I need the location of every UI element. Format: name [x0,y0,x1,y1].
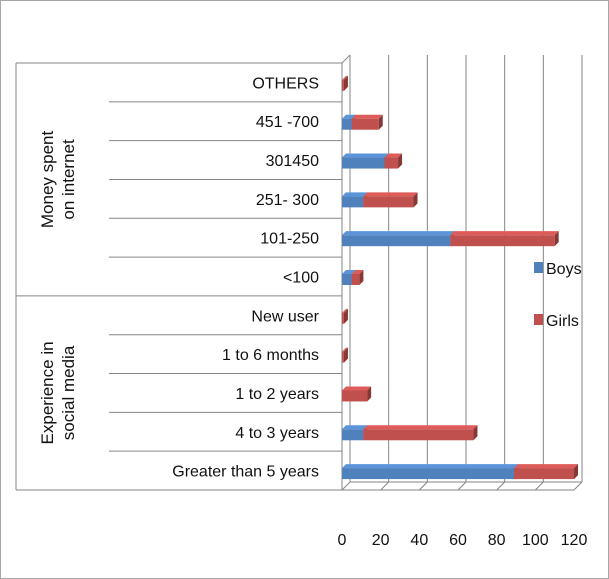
bar-top-girls-101-250 [450,231,559,236]
category-label-100: <100 [283,270,319,287]
category-label-1-to-6-months: 1 to 6 months [222,347,319,364]
bar-girls-1-to-2-years [342,390,368,402]
floor-tick [380,481,390,491]
floor-tick [418,481,428,491]
group-label-line: Experience in [38,341,57,444]
bar-top-girls-100 [351,270,364,274]
legend-label-boys: Boys [546,261,582,278]
group-label-experience-in-social-media: Experience in social media [38,341,78,444]
floor-tick [573,481,583,491]
bar-top-boys-4-to-3-years [342,425,368,430]
bar-top-boys-251-300 [342,192,368,197]
bar-side-girls-4-to-3-years [473,425,478,441]
bar-top-boys-451-700 [342,114,356,119]
bar-girls-451-700 [351,118,379,130]
legend-swatch-boys [534,262,543,273]
x-tick-label: 20 [372,532,390,549]
x-tick-label: 60 [449,532,467,549]
x-tick-label: 120 [561,532,588,549]
bar-side-girls-new-user [343,308,348,324]
group-label-line: Money spent [38,131,57,229]
bar-side-girls-others [343,75,348,91]
category-label-101-250: 101-250 [260,231,319,248]
group-label-money-spent-on-internet: Money spent on internet [38,131,78,229]
bar-top-boys-301450 [342,153,389,158]
legend-label-girls: Girls [546,313,579,330]
bar-girls-new-user [342,312,344,324]
bar-girls-4-to-3-years [363,429,474,441]
wall-top-edge [341,54,351,64]
bar-top-boys-101-250 [342,231,455,236]
bar-top-girls-4-to-3-years [363,425,478,430]
floor-tick [496,481,506,491]
group-label-line: social media [59,345,78,440]
bar-side-girls-451-700 [378,114,383,130]
x-tick-label: 40 [410,532,428,549]
bar-side-girls-1-to-2-years [367,386,372,402]
bar-side-girls-greater-than-5-years [574,464,578,480]
bar-girls-100 [351,274,360,285]
floor-tick [534,481,544,491]
bar-side-girls-101-250 [554,231,559,247]
x-tick-label: 80 [488,532,506,549]
bar-top-boys-greater-than-5-years [342,464,519,469]
bar-side-girls-1-to-6-months [343,347,348,363]
bar-girls-others [342,79,344,91]
bar-top-boys-100 [342,270,356,274]
bar-top-girls-new-user [342,308,348,313]
x-tick-label: 0 [338,532,347,549]
floor-tick [457,481,467,491]
bar-boys-101-250 [342,235,451,247]
category-label-others: OTHERS [252,75,319,92]
category-label-301450: 301450 [266,153,319,170]
bar-boys-451-700 [342,118,352,130]
bar-girls-101-250 [450,235,555,247]
bar-top-girls-1-to-6-months [342,347,348,352]
bar-girls-greater-than-5-years [514,468,574,480]
bar-girls-301450 [384,157,399,169]
group-label-line: on internet [59,139,78,220]
floor-tick [341,481,351,491]
bar-side-girls-251-300 [413,192,418,208]
bar-boys-251-300 [342,196,364,208]
bar-top-girls-others [342,75,348,80]
category-label-251-300: 251- 300 [256,192,319,209]
bar-top-girls-251-300 [363,192,418,197]
category-label-1-to-2-years: 1 to 2 years [235,386,319,403]
bar-top-girls-301450 [384,153,403,158]
category-label-greater-than-5-years: Greater than 5 years [172,464,319,481]
bar-boys-4-to-3-years [342,429,364,441]
bar-top-girls-451-700 [351,114,383,119]
legend-swatch-girls [534,314,543,325]
category-label-4-to-3-years: 4 to 3 years [235,425,319,442]
bar-side-girls-100 [359,270,364,285]
bar-girls-251-300 [363,196,414,208]
category-label-new-user: New user [251,308,319,325]
bar-side-girls-301450 [398,153,403,169]
category-label-451-700: 451 -700 [256,114,319,131]
bar-top-girls-greater-than-5-years [514,464,578,469]
bar-top-girls-1-to-2-years [342,386,372,391]
bar-boys-301450 [342,157,385,169]
x-tick-label: 100 [522,532,549,549]
bar-girls-1-to-6-months [342,351,344,363]
bar-boys-greater-than-5-years [342,468,515,480]
bar-boys-100 [342,274,352,285]
